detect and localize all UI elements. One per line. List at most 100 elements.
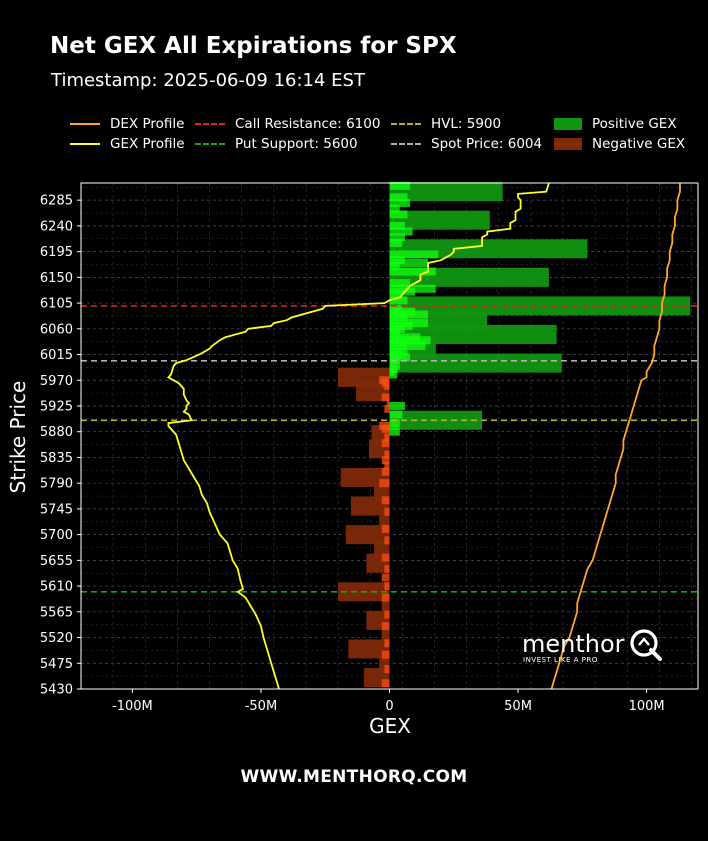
- y-tick-label: 5430: [40, 683, 73, 698]
- gex-bar-6200: [389, 239, 588, 259]
- legend-negative-label: Negative GEX: [592, 136, 686, 152]
- gex-bar-minor-5710: [381, 524, 390, 533]
- legend-positive-label: Positive GEX: [592, 116, 677, 132]
- gex-bars-minor: [379, 181, 439, 688]
- q-magnifier-icon: [630, 629, 662, 661]
- profile-lines: [166, 182, 681, 690]
- y-tick-label: 5520: [40, 631, 73, 646]
- gex-bar-minor-5440: [381, 679, 390, 688]
- legend-dex-line: [70, 123, 100, 125]
- legend-put-support: Put Support: 5600: [195, 136, 358, 152]
- y-tick-label: 5610: [40, 580, 73, 595]
- gex-bar-minor-5760: [381, 496, 390, 505]
- gex-bar-6000: [389, 353, 562, 373]
- legend-put-support-label: Put Support: 5600: [235, 136, 358, 152]
- legend-negative-patch: [554, 138, 582, 150]
- legend-dex-label: DEX Profile: [110, 116, 185, 132]
- gex-bar-minor-5920: [384, 404, 390, 413]
- y-tick-label: 5970: [40, 374, 73, 389]
- gex-bar-minor-6140: [389, 279, 411, 288]
- gex-bar-6100: [389, 296, 691, 316]
- gex-bar-minor-6125: [389, 287, 416, 296]
- gex-bar-minor-5690: [384, 536, 390, 545]
- legend-spot-line: [391, 143, 421, 145]
- y-tick-label: 6150: [40, 271, 73, 286]
- y-tick-label: 6015: [40, 348, 73, 363]
- gex-bar-minor-6085: [389, 310, 429, 319]
- gex-bar-6250: [389, 210, 490, 230]
- legend-call-resistance: Call Resistance: 6100: [195, 116, 380, 132]
- gex-bar-5800: [340, 467, 390, 487]
- gex-bar-minor-5820: [384, 462, 390, 471]
- gex-bar-minor-5790: [379, 479, 390, 488]
- gex-bar-minor-6290: [389, 193, 408, 202]
- gex-bar-minor-5640: [384, 564, 390, 573]
- y-tick-label: 5880: [40, 425, 73, 440]
- y-tick-label: 5655: [40, 554, 73, 569]
- gex-bar-minor-5590: [381, 593, 390, 602]
- gex-bar-5500: [348, 639, 390, 659]
- gex-bar-minor-5610: [384, 582, 390, 591]
- gex-bar-minor-6170: [389, 261, 400, 270]
- gex-bar-minor-5980: [389, 370, 398, 379]
- gex-bar-minor-5625: [381, 573, 390, 582]
- gex-bar-minor-5860: [381, 439, 390, 448]
- gex-bar-minor-5960: [384, 381, 390, 390]
- y-tick-label: 6105: [40, 297, 73, 312]
- menthorq-logo: menthor INVEST LIKE A PRO: [522, 629, 672, 664]
- legend-positive-gex: Positive GEX: [554, 116, 677, 132]
- y-tick-label: 5835: [40, 451, 73, 466]
- gex-bar-5975: [338, 367, 390, 387]
- gex-bar-5475: [379, 653, 390, 673]
- gex-bar-5525: [381, 625, 390, 645]
- chart-title: Net GEX All Expirations for SPX: [50, 33, 457, 59]
- legend-call-resistance-label: Call Resistance: 6100: [235, 116, 381, 132]
- gex-bar-minor-5810: [381, 467, 390, 476]
- x-tick-label: -100M: [112, 699, 153, 714]
- gex-bar-minor-5840: [384, 450, 390, 459]
- legend-gex: GEX Profile: [70, 136, 185, 152]
- legend-hvl: HVL: 5900: [391, 116, 501, 132]
- gex-bar-minor-5465: [384, 664, 390, 673]
- gex-bar-minor-6190: [389, 250, 439, 259]
- y-tick-label: 5475: [40, 657, 73, 672]
- x-tick-label: 0: [385, 699, 393, 714]
- y-tick-label: 5700: [40, 528, 73, 543]
- y-tick-label: 5565: [40, 605, 73, 620]
- gex-bar-minor-5880: [389, 427, 400, 436]
- gex-bar-minor-6240: [389, 221, 405, 230]
- legend-put-support-line: [195, 143, 225, 145]
- y-tick-label: 6285: [40, 194, 73, 209]
- gex-bar-minor-6220: [389, 233, 405, 242]
- gex-bar-minor-5910: [389, 410, 403, 419]
- logo-tagline: INVEST LIKE A PRO: [523, 655, 598, 664]
- gex-bar-minor-6055: [389, 327, 400, 336]
- legend: DEX Profile GEX Profile Call Resistance:…: [70, 116, 708, 160]
- x-tick-label: -50M: [245, 699, 277, 714]
- gex-bar-minor-6260: [389, 210, 408, 219]
- gex-bar-5700: [345, 525, 390, 545]
- gex-bar-minor-5940: [381, 393, 390, 402]
- legend-gex-label: GEX Profile: [110, 136, 185, 152]
- x-tick-label: 100M: [629, 699, 665, 714]
- gex-bar-minor-6310: [389, 181, 411, 190]
- footer-url: WWW.MENTHORQ.COM: [240, 767, 468, 787]
- gex-bar-minor-6280: [389, 199, 411, 208]
- gex-bar-minor-5925: [389, 401, 405, 410]
- gex-bar-minor-5660: [381, 553, 390, 562]
- gex-bar-minor-6175: [389, 259, 429, 268]
- gex-bar-minor-6030: [389, 341, 426, 350]
- gex-bar-minor-5885: [381, 424, 390, 433]
- gex-bar-minor-5560: [384, 610, 390, 619]
- y-tick-label: 5790: [40, 477, 73, 492]
- y-tick-label: 5745: [40, 502, 73, 517]
- y-tick-label: 6060: [40, 322, 73, 337]
- x-tick-label: 50M: [504, 699, 532, 714]
- y-tick-label: 6240: [40, 219, 73, 234]
- gex-bar-minor-5490: [381, 650, 390, 659]
- legend-positive-patch: [554, 118, 582, 130]
- gex-bar-minor-5740: [384, 507, 390, 516]
- gex-bar-6300: [389, 182, 503, 202]
- gex-bar-minor-5870: [384, 433, 390, 442]
- gex-bar-5575: [381, 596, 390, 616]
